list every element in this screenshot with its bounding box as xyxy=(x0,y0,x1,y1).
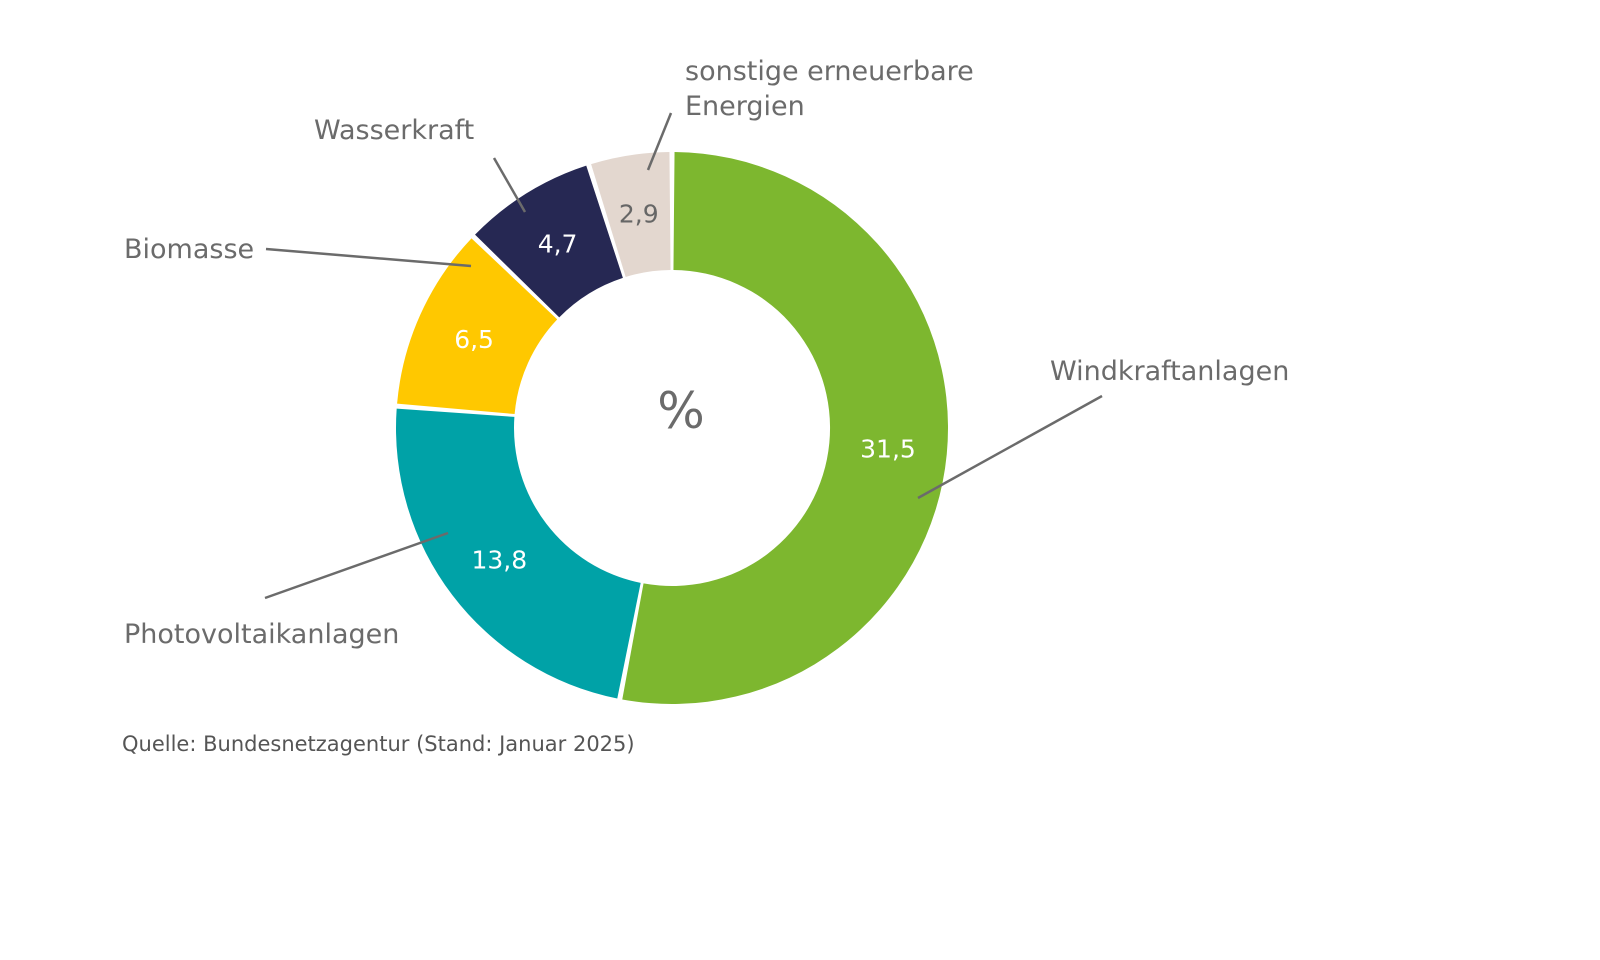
leader-line-2 xyxy=(264,531,449,600)
value-label-5: 2,9 xyxy=(619,200,659,229)
category-label-1: Windkraftanlagen xyxy=(1050,356,1289,387)
slice-5 xyxy=(591,152,671,277)
leader-line-4 xyxy=(492,157,527,213)
leader-line-5 xyxy=(646,112,673,171)
category-label-5-line-2: Energien xyxy=(685,91,805,122)
donut-slices xyxy=(396,152,949,704)
slice-3 xyxy=(397,238,558,415)
slice-1 xyxy=(622,152,949,704)
category-label-3: Biomasse xyxy=(124,234,254,265)
category-label-5: sonstige erneuerbare Energien xyxy=(685,56,974,122)
category-label-2: Photovoltaikanlagen xyxy=(124,619,399,650)
source-note: Quelle: Bundesnetzagentur (Stand: Januar… xyxy=(122,732,635,756)
value-label-2: 13,8 xyxy=(471,545,527,574)
category-label-3-line-1: Biomasse xyxy=(124,234,254,265)
category-label-4: Wasserkraft xyxy=(314,115,474,146)
value-label-3: 6,5 xyxy=(454,325,494,354)
leader-line-3 xyxy=(265,247,472,268)
value-labels: 31,5 13,8 6,5 4,7 2,9 xyxy=(454,200,916,575)
slice-4 xyxy=(475,165,623,318)
leader-lines xyxy=(264,112,1103,600)
category-labels: Windkraftanlagen Photovoltaikanlagen Bioma… xyxy=(124,56,1289,650)
category-label-2-line-1: Photovoltaikanlagen xyxy=(124,619,399,650)
category-label-5-line-1: sonstige erneuerbare xyxy=(685,56,974,87)
category-label-1-line-1: Windkraftanlagen xyxy=(1050,356,1289,387)
category-label-4-line-1: Wasserkraft xyxy=(314,115,474,146)
slice-2 xyxy=(396,408,641,699)
value-label-4: 4,7 xyxy=(538,230,578,259)
center-unit-label: % xyxy=(657,382,705,440)
leader-line-1 xyxy=(917,394,1103,500)
value-label-1: 31,5 xyxy=(860,435,916,464)
